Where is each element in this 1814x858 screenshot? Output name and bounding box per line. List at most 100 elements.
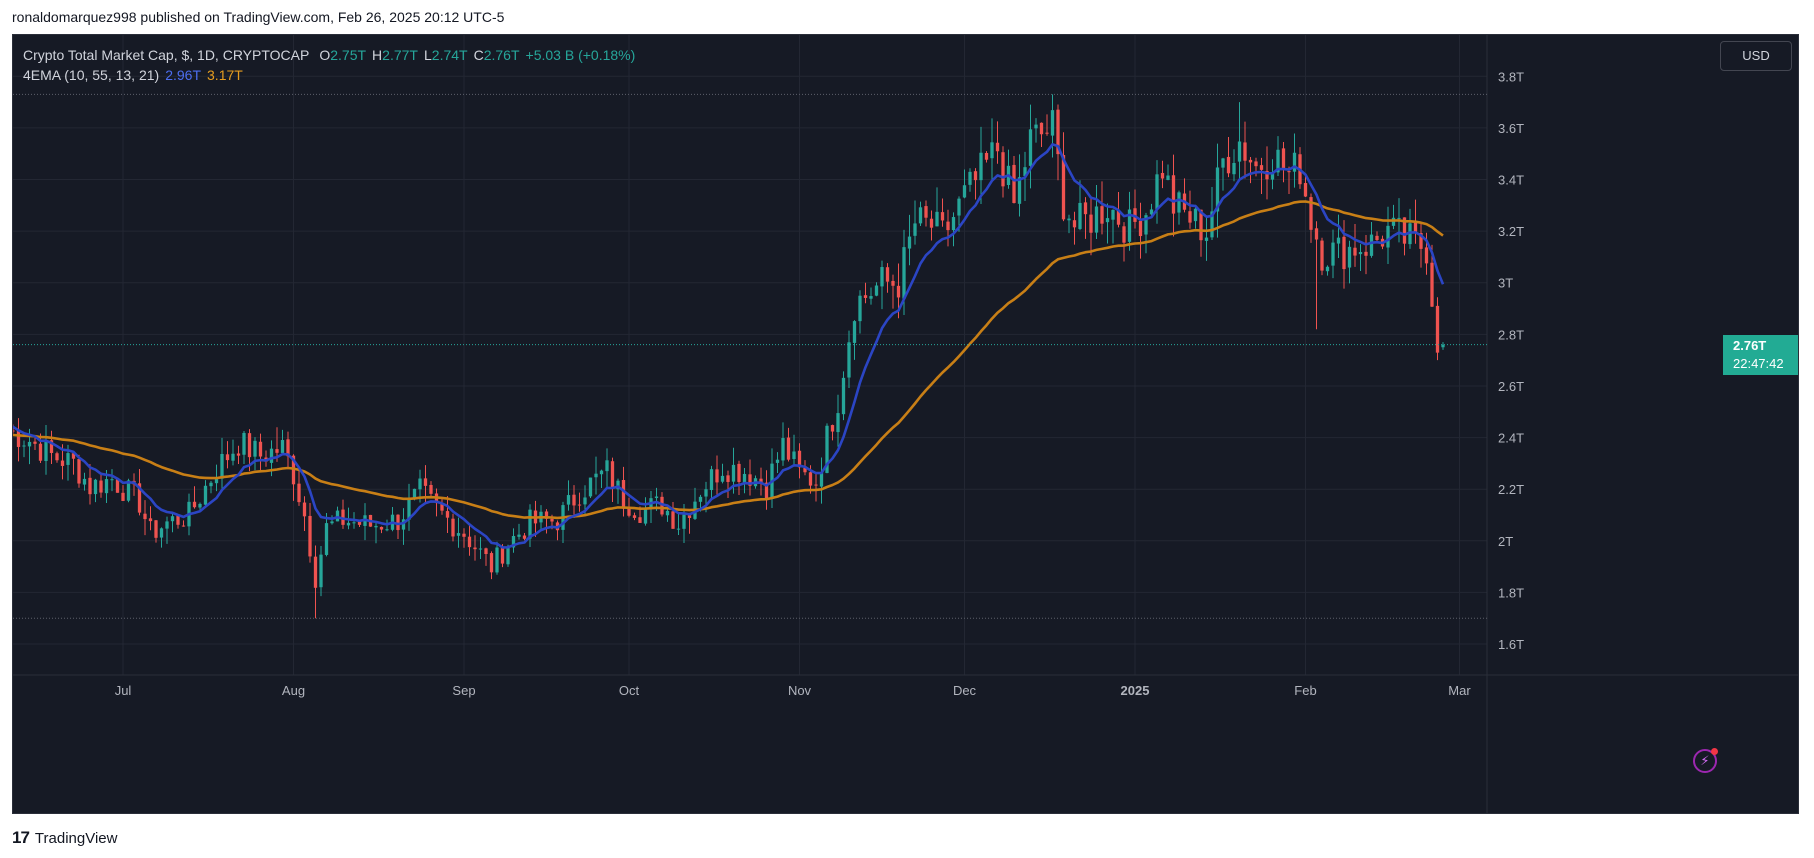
- alert-bolt-icon[interactable]: ⚡: [1693, 748, 1718, 773]
- candle-down: [759, 478, 763, 484]
- candle-up: [720, 475, 725, 482]
- candle-up: [209, 482, 213, 487]
- open-label: O: [319, 47, 331, 63]
- candle-up: [852, 321, 857, 343]
- candle-up: [775, 459, 780, 463]
- footer-brand: TradingView: [34, 829, 118, 847]
- candle-down: [929, 218, 934, 228]
- candle-up: [1166, 175, 1170, 180]
- candle-up: [22, 445, 26, 447]
- candle-up: [731, 464, 736, 482]
- candle-down: [484, 548, 488, 555]
- indicator-legend: 4EMA (10, 55, 13, 21) 2.96T 3.17T: [23, 65, 635, 85]
- candle-down: [621, 480, 626, 509]
- candle-up: [1144, 215, 1148, 235]
- candle-up: [159, 528, 164, 538]
- candle-up: [1270, 173, 1275, 180]
- candle-down: [863, 295, 868, 298]
- candle-down: [1402, 217, 1407, 244]
- candle-down: [946, 221, 950, 231]
- candle-down: [308, 515, 312, 557]
- candle-down: [55, 453, 59, 461]
- candle-down: [247, 433, 252, 458]
- candle-up: [819, 472, 824, 487]
- y-tick-label: 2.4T: [1498, 431, 1524, 446]
- candle-down: [489, 553, 494, 573]
- candle-down: [148, 518, 153, 522]
- candle-up: [511, 536, 516, 548]
- candle-down: [797, 450, 802, 468]
- candle-up: [1336, 237, 1341, 244]
- candle-down: [88, 477, 92, 495]
- candle-up: [1347, 246, 1352, 268]
- candle-down: [1254, 161, 1258, 167]
- close-value: 2.76T: [483, 47, 520, 63]
- candle-up: [170, 516, 175, 522]
- candle-up: [104, 479, 109, 494]
- candle-up: [990, 142, 994, 159]
- candle-up: [1358, 252, 1363, 255]
- symbol-label[interactable]: Crypto Total Market Cap, $, 1D, CRYPTOCA…: [23, 47, 310, 63]
- candle-up: [698, 496, 703, 502]
- candle-down: [77, 459, 81, 484]
- candle-down: [1248, 159, 1253, 163]
- candle-up: [1221, 158, 1225, 168]
- candle-down: [940, 212, 945, 221]
- candle-down: [1089, 214, 1093, 233]
- candle-up: [841, 377, 846, 415]
- candle-down: [16, 429, 21, 447]
- candle-up: [566, 495, 571, 505]
- candle-up: [352, 522, 356, 524]
- candle-up: [407, 498, 411, 520]
- x-tick-label: Dec: [953, 683, 977, 698]
- candle-down: [1364, 251, 1368, 256]
- candle-down: [924, 206, 928, 218]
- x-tick-label: 2025: [1121, 683, 1150, 698]
- candle-down: [1199, 209, 1203, 241]
- candle-up: [1386, 225, 1390, 248]
- candle-up: [324, 523, 329, 555]
- candle-up: [907, 236, 912, 249]
- candle-up: [1028, 129, 1033, 166]
- candle-down: [885, 267, 890, 282]
- candle-up: [280, 440, 285, 453]
- indicator-label[interactable]: 4EMA (10, 55, 13, 21): [23, 67, 160, 83]
- candle-up: [1127, 209, 1132, 242]
- candle-up: [1232, 163, 1236, 175]
- candle-down: [225, 454, 230, 461]
- candle-up: [1441, 344, 1445, 348]
- candle-down: [341, 509, 345, 525]
- candle-down: [995, 142, 1000, 152]
- high-label: H: [372, 47, 383, 63]
- footer: 17 TradingView: [12, 828, 117, 848]
- candle-down: [627, 508, 631, 516]
- notification-dot: [1711, 748, 1718, 755]
- candle-up: [858, 295, 862, 322]
- candle-down: [786, 437, 791, 460]
- candle-up: [1237, 141, 1242, 162]
- candle-down: [473, 547, 477, 550]
- candle-down: [638, 517, 642, 523]
- candle-down: [715, 469, 719, 483]
- candle-down: [1045, 132, 1049, 134]
- candle-up: [82, 478, 87, 485]
- candle-down: [896, 285, 901, 298]
- candle-up: [1391, 217, 1396, 226]
- currency-button[interactable]: USD: [1720, 41, 1792, 71]
- candle-down: [275, 449, 279, 453]
- candle-down: [60, 460, 65, 466]
- candle-up: [605, 460, 609, 472]
- candle-up: [704, 489, 708, 497]
- price-chart[interactable]: 1.6T 1.8T 2T 2.2T 2.4T 2.6T 2.8T 3T 3.2T 3.4T 3.6T…: [13, 35, 1798, 813]
- candle-down: [258, 441, 263, 457]
- candle-down: [737, 463, 741, 482]
- candle-down: [500, 547, 505, 564]
- candle-down: [13, 430, 15, 432]
- bar-countdown: 22:47:42: [1733, 355, 1784, 371]
- chart-frame[interactable]: 1.6T 1.8T 2T 2.2T 2.4T 2.6T 2.8T 3T 3.2T 3.4T 3.6T…: [12, 34, 1799, 814]
- candle-down: [313, 556, 318, 588]
- y-tick-label: 2.6T: [1498, 379, 1524, 394]
- candle-up: [418, 478, 422, 490]
- candle-up: [203, 485, 208, 505]
- candle-up: [1177, 192, 1181, 213]
